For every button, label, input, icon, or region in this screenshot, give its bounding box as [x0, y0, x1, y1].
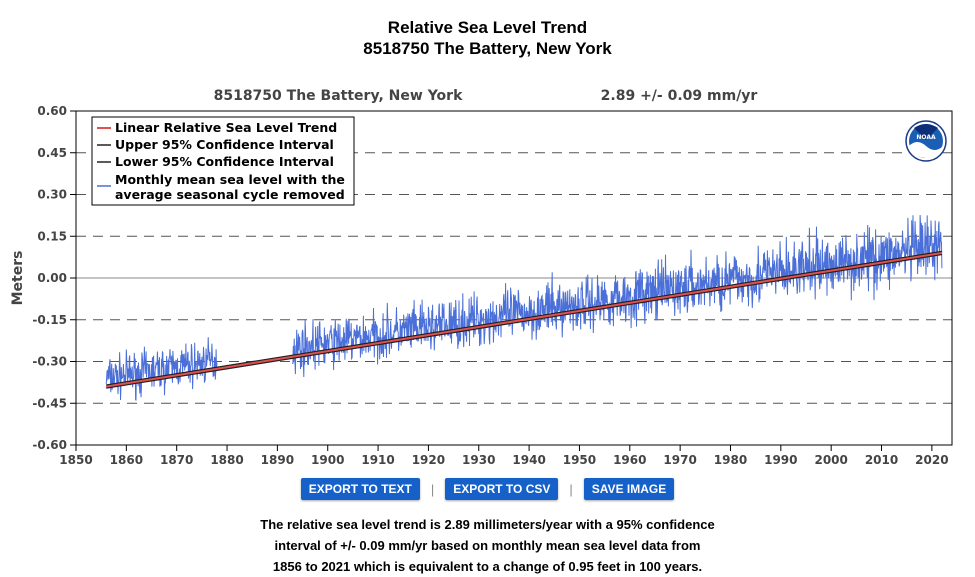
x-tick-label: 1950	[563, 453, 596, 467]
x-tick-label: 1910	[361, 453, 394, 467]
trend-rate-label: 2.89 +/- 0.09 mm/yr	[601, 88, 758, 104]
description-line: interval of +/- 0.09 mm/yr based on mont…	[274, 538, 701, 553]
legend-label-monthly-1: Monthly mean sea level with the	[115, 172, 345, 187]
y-tick-label: 0.45	[37, 146, 67, 160]
y-tick-label: -0.30	[32, 355, 67, 369]
toolbar-separator: |	[569, 481, 573, 497]
monthly-mean-series-segment	[292, 214, 943, 378]
noaa-logo: NOAA	[905, 120, 947, 162]
export-to-text-button[interactable]: EXPORT TO TEXT	[300, 478, 420, 500]
noaa-logo-text: NOAA	[916, 134, 936, 141]
x-tick-label: 1870	[160, 453, 193, 467]
trend-description: The relative sea level trend is 2.89 mil…	[0, 514, 975, 577]
y-tick-label: -0.15	[32, 313, 67, 327]
description-line: 1856 to 2021 which is equivalent to a ch…	[272, 559, 703, 574]
legend-label-upper-ci: Upper 95% Confidence Interval	[115, 137, 334, 152]
y-tick-label: -0.45	[32, 396, 67, 410]
legend-label-monthly-2: average seasonal cycle removed	[115, 187, 345, 202]
y-axis-label: Meters	[10, 251, 26, 306]
y-tick-label: -0.60	[32, 438, 67, 452]
x-tick-label: 2000	[814, 453, 847, 467]
x-tick-label: 1860	[110, 453, 143, 467]
monthly-mean-series-segment	[105, 337, 218, 401]
export-to-csv-button[interactable]: EXPORT TO CSV	[445, 478, 559, 500]
x-tick-label: 1920	[412, 453, 445, 467]
x-tick-label: 1880	[210, 453, 243, 467]
export-toolbar: EXPORT TO TEXT | EXPORT TO CSV | SAVE IM…	[0, 478, 975, 500]
y-tick-label: 0.60	[37, 104, 67, 118]
legend: Linear Relative Sea Level Trend Upper 95…	[91, 116, 355, 206]
y-tick-label: 0.30	[37, 188, 67, 202]
y-tick-label: 0.00	[37, 271, 67, 285]
legend-label-lower-ci: Lower 95% Confidence Interval	[115, 154, 334, 169]
x-tick-label: 1990	[764, 453, 797, 467]
x-tick-label: 1980	[714, 453, 747, 467]
legend-label-trend: Linear Relative Sea Level Trend	[115, 120, 337, 135]
description-line: The relative sea level trend is 2.89 mil…	[260, 517, 715, 532]
x-tick-label: 2010	[865, 453, 898, 467]
chart-subtitle: 8518750 The Battery, New York	[363, 39, 612, 58]
x-tick-label: 1940	[512, 453, 545, 467]
x-tick-label: 1970	[663, 453, 696, 467]
station-label: 8518750 The Battery, New York	[214, 88, 463, 104]
x-tick-label: 2020	[915, 453, 948, 467]
x-tick-label: 1960	[613, 453, 646, 467]
x-tick-label: 1890	[261, 453, 294, 467]
lower-ci-line	[106, 253, 943, 389]
chart: 8518750 The Battery, New York 2.89 +/- 0…	[10, 88, 953, 467]
upper-ci-line	[106, 250, 943, 386]
y-tick-label: 0.15	[37, 229, 67, 243]
save-image-button[interactable]: SAVE IMAGE	[583, 478, 675, 500]
trend-line	[106, 251, 943, 388]
x-tick-label: 1850	[59, 453, 92, 467]
x-tick-label: 1900	[311, 453, 344, 467]
chart-title: Relative Sea Level Trend	[387, 18, 588, 37]
x-tick-label: 1930	[462, 453, 495, 467]
toolbar-separator: |	[430, 481, 435, 497]
